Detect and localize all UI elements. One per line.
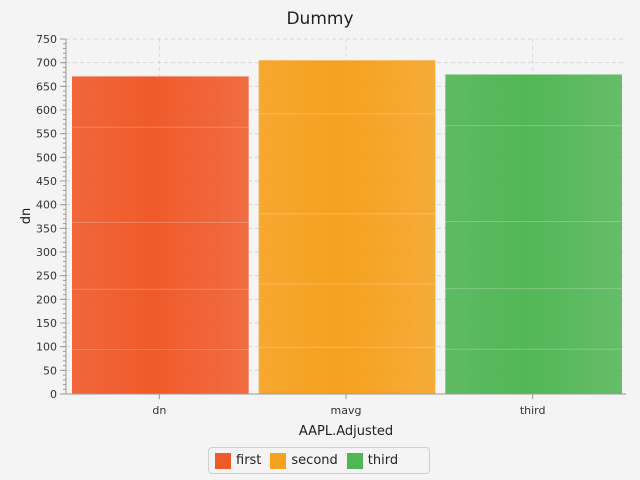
y-tick-label: 600 xyxy=(36,104,57,117)
legend-label-second: second xyxy=(291,453,337,468)
x-axis-label: AAPL.Adjusted xyxy=(299,424,393,439)
y-tick-label: 250 xyxy=(36,270,57,283)
legend-swatch-second xyxy=(270,453,286,469)
legend-swatch-first xyxy=(215,453,231,469)
y-tick-label: 200 xyxy=(36,293,57,306)
bar-third xyxy=(445,75,622,395)
legend-item-first[interactable]: first xyxy=(215,453,261,469)
y-tick-label: 700 xyxy=(36,57,57,70)
y-tick-label: 550 xyxy=(36,128,57,141)
y-tick-label: 300 xyxy=(36,246,57,259)
legend-item-third[interactable]: third xyxy=(347,453,398,469)
y-tick-label: 750 xyxy=(36,33,57,46)
y-tick-label: 400 xyxy=(36,199,57,212)
legend-label-first: first xyxy=(236,453,261,468)
legend-item-second[interactable]: second xyxy=(270,453,337,469)
x-tick-label: mavg xyxy=(331,404,362,417)
legend: first second third xyxy=(208,447,430,474)
bars xyxy=(72,60,622,394)
y-tick-label: 150 xyxy=(36,317,57,330)
y-tick-label: 650 xyxy=(36,80,57,93)
x-tick-label: dn xyxy=(152,404,166,417)
y-tick-label: 500 xyxy=(36,151,57,164)
y-tick-label: 100 xyxy=(36,341,57,354)
bar-second xyxy=(259,60,436,394)
y-tick-label: 0 xyxy=(50,388,57,401)
legend-swatch-third xyxy=(347,453,363,469)
chart-title: Dummy xyxy=(286,9,353,29)
y-tick-label: 450 xyxy=(36,175,57,188)
legend-label-third: third xyxy=(368,453,398,468)
y-tick-label: 350 xyxy=(36,222,57,235)
bar-first xyxy=(72,76,249,394)
y-axis-label: dn xyxy=(19,208,34,225)
y-tick-label: 50 xyxy=(43,364,57,377)
x-tick-label: third xyxy=(520,404,546,417)
